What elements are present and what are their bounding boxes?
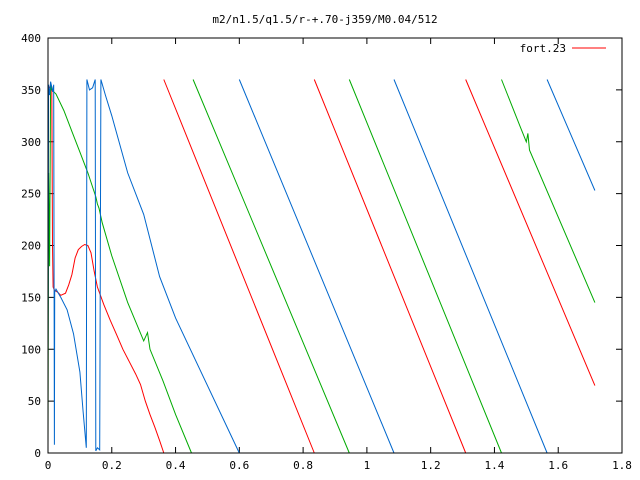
x-axis: 0 0.2 0.4 0.6 0.8 1 1.2 1.4 1.6 1.8	[45, 38, 632, 472]
y-tick-label: 150	[21, 291, 41, 304]
series-layer	[47, 79, 596, 454]
x-tick-label: 0.8	[293, 459, 313, 472]
legend: fort.23	[520, 42, 606, 55]
y-tick-label: 250	[21, 188, 41, 201]
x-tick-label: 1.4	[485, 459, 505, 472]
chart-title: m2/n1.5/q1.5/r-+.70-j359/M0.04/512	[212, 13, 437, 26]
x-tick-label: 1.8	[612, 459, 632, 472]
plot-frame	[47, 37, 623, 454]
y-tick-label: 300	[21, 136, 41, 149]
x-tick-label: 1.6	[548, 459, 568, 472]
y-tick-label: 100	[21, 343, 41, 356]
y-axis: 0 50 100 150 200 250 300 350 400	[21, 32, 622, 460]
y-tick-label: 50	[28, 395, 41, 408]
x-tick-label: 1	[364, 459, 371, 472]
y-tick-label: 200	[21, 240, 41, 253]
y-tick-label: 0	[34, 447, 41, 460]
x-tick-label: 0.4	[166, 459, 186, 472]
y-tick-label: 350	[21, 84, 41, 97]
series-line-1	[47, 79, 596, 454]
y-tick-label: 400	[21, 32, 41, 45]
x-tick-label: 0.6	[229, 459, 249, 472]
x-tick-label: 1.2	[421, 459, 441, 472]
series-line-2	[47, 79, 596, 454]
x-tick-label: 0	[45, 459, 52, 472]
x-tick-label: 0.2	[102, 459, 122, 472]
legend-label: fort.23	[520, 42, 566, 55]
